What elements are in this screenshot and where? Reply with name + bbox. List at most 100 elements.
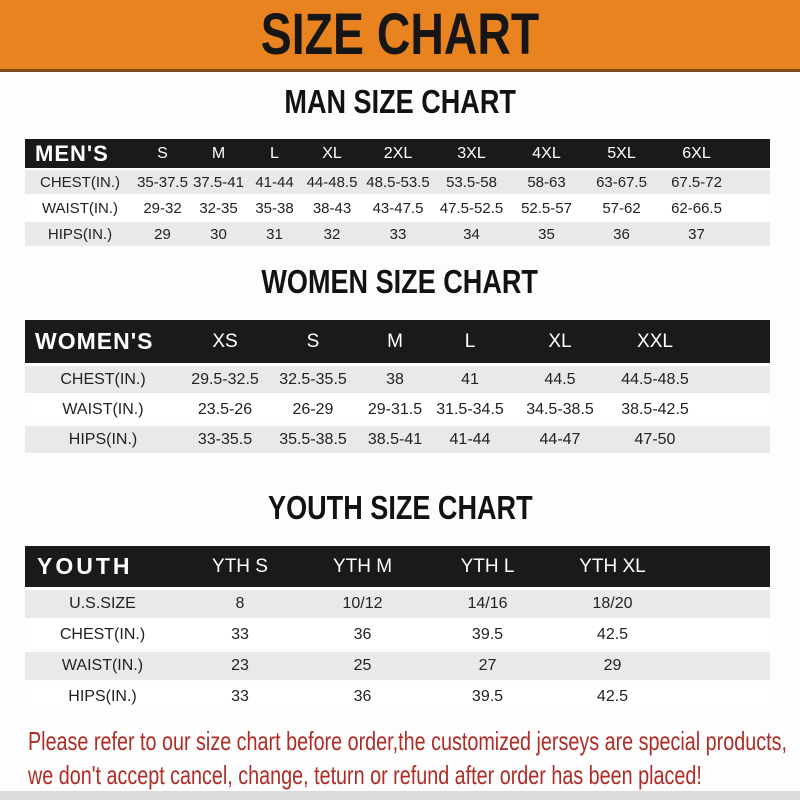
table-cell: 35-38 [247, 196, 302, 220]
header-spacer [675, 546, 770, 587]
table-cell: 32-35 [190, 196, 247, 220]
bottom-border-strip [0, 791, 800, 800]
banner-title: SIZE CHART [260, 2, 540, 67]
table-cell: 39.5 [425, 621, 550, 649]
row-spacer [697, 366, 770, 393]
table-cell: 35.5-38.5 [269, 426, 357, 453]
table-cell: 63-67.5 [584, 170, 659, 194]
table-cell: 8 [180, 590, 300, 618]
column-header: S [269, 320, 357, 363]
table-cell: 44-47 [507, 426, 613, 453]
table-cell: 42.5 [550, 621, 675, 649]
table-row: CHEST(IN.) 33 36 39.5 42.5 [25, 621, 770, 649]
table-row: WAIST(IN.) 23.5-26 26-29 29-31.5 31.5-34.5 34… [25, 396, 770, 423]
table-cell: 41-44 [433, 426, 507, 453]
table-cell: 67.5-72 [659, 170, 734, 194]
row-spacer [734, 222, 770, 246]
women-section-heading-text: WOMEN SIZE CHART [261, 263, 539, 300]
table-cell: 32.5-35.5 [269, 366, 357, 393]
table-row: HIPS(IN.) 29 30 31 32 33 34 35 36 37 [25, 222, 770, 246]
table-cell: 52.5-57 [509, 196, 584, 220]
table-cell: 37.5-41 [190, 170, 247, 194]
table-corner-label: YOUTH [25, 546, 180, 587]
column-header: S [135, 139, 190, 168]
table-cell: 29-31.5 [357, 396, 433, 423]
table-row: HIPS(IN.) 33-35.5 35.5-38.5 38.5-41 41-44 44-… [25, 426, 770, 453]
column-header: YTH XL [550, 546, 675, 587]
man-section-heading: MAN SIZE CHART [0, 84, 800, 120]
table-cell: 57-62 [584, 196, 659, 220]
column-header: 3XL [434, 139, 509, 168]
table-cell: 23.5-26 [181, 396, 269, 423]
table-cell: 53.5-58 [434, 170, 509, 194]
table-cell: 33 [180, 683, 300, 711]
table-cell: 31.5-34.5 [433, 396, 507, 423]
row-spacer [675, 683, 770, 711]
table-header-row: MEN'S S M L XL 2XL 3XL 4XL 5XL 6XL [25, 139, 770, 168]
header-spacer [697, 320, 770, 363]
table-cell: 36 [584, 222, 659, 246]
table-cell: 30 [190, 222, 247, 246]
row-spacer [734, 196, 770, 220]
table-cell: 41 [433, 366, 507, 393]
mens-size-table: MEN'S S M L XL 2XL 3XL 4XL 5XL 6XL CHEST(IN.) 35-37… [25, 137, 770, 248]
column-header: L [247, 139, 302, 168]
column-header: 4XL [509, 139, 584, 168]
row-label: U.S.SIZE [25, 590, 180, 618]
disclaimer-text: Please refer to our size chart before or… [28, 724, 800, 792]
size-chart-banner: SIZE CHART [0, 0, 800, 72]
column-header: M [357, 320, 433, 363]
column-header: YTH S [180, 546, 300, 587]
disclaimer-line-1: Please refer to our size chart before or… [28, 726, 787, 756]
column-header: YTH L [425, 546, 550, 587]
table-header-row: WOMEN'S XS S M L XL XXL [25, 320, 770, 363]
table-header-row: YOUTH YTH S YTH M YTH L YTH XL [25, 546, 770, 587]
table-cell: 39.5 [425, 683, 550, 711]
table-cell: 44.5 [507, 366, 613, 393]
youth-size-table: YOUTH YTH S YTH M YTH L YTH XL U.S.SIZE 8 10/12… [25, 543, 770, 714]
row-spacer [697, 426, 770, 453]
table-cell: 35 [509, 222, 584, 246]
table-cell: 58-63 [509, 170, 584, 194]
row-label: WAIST(IN.) [25, 652, 180, 680]
table-cell: 36 [300, 621, 425, 649]
column-header: XL [507, 320, 613, 363]
row-label: WAIST(IN.) [25, 196, 135, 220]
table-cell: 43-47.5 [362, 196, 434, 220]
table-cell: 48.5-53.5 [362, 170, 434, 194]
table-cell: 29 [550, 652, 675, 680]
table-cell: 29 [135, 222, 190, 246]
column-header: XS [181, 320, 269, 363]
table-corner-label: MEN'S [25, 139, 135, 168]
table-cell: 10/12 [300, 590, 425, 618]
table-cell: 38-43 [302, 196, 362, 220]
table-cell: 38 [357, 366, 433, 393]
column-header: L [433, 320, 507, 363]
table-row: WAIST(IN.) 23 25 27 29 [25, 652, 770, 680]
table-cell: 37 [659, 222, 734, 246]
table-row: CHEST(IN.) 29.5-32.5 32.5-35.5 38 41 44.5 44.5… [25, 366, 770, 393]
table-row: CHEST(IN.) 35-37.5 37.5-41 41-44 44-48.5 48.5… [25, 170, 770, 194]
table-cell: 33-35.5 [181, 426, 269, 453]
table-cell: 33 [362, 222, 434, 246]
table-cell: 34 [434, 222, 509, 246]
row-spacer [675, 621, 770, 649]
women-section-heading: WOMEN SIZE CHART [0, 264, 800, 300]
table-cell: 26-29 [269, 396, 357, 423]
column-header: 5XL [584, 139, 659, 168]
column-header: XL [302, 139, 362, 168]
table-row: WAIST(IN.) 29-32 32-35 35-38 38-43 43-47.5 47.… [25, 196, 770, 220]
row-spacer [734, 170, 770, 194]
table-cell: 47.5-52.5 [434, 196, 509, 220]
table-cell: 29-32 [135, 196, 190, 220]
table-cell: 25 [300, 652, 425, 680]
table-cell: 29.5-32.5 [181, 366, 269, 393]
table-cell: 34.5-38.5 [507, 396, 613, 423]
column-header: 2XL [362, 139, 434, 168]
row-label: WAIST(IN.) [25, 396, 181, 423]
row-label: HIPS(IN.) [25, 683, 180, 711]
youth-section-heading: YOUTH SIZE CHART [0, 490, 800, 526]
table-cell: 35-37.5 [135, 170, 190, 194]
row-label: HIPS(IN.) [25, 426, 181, 453]
table-cell: 44-48.5 [302, 170, 362, 194]
